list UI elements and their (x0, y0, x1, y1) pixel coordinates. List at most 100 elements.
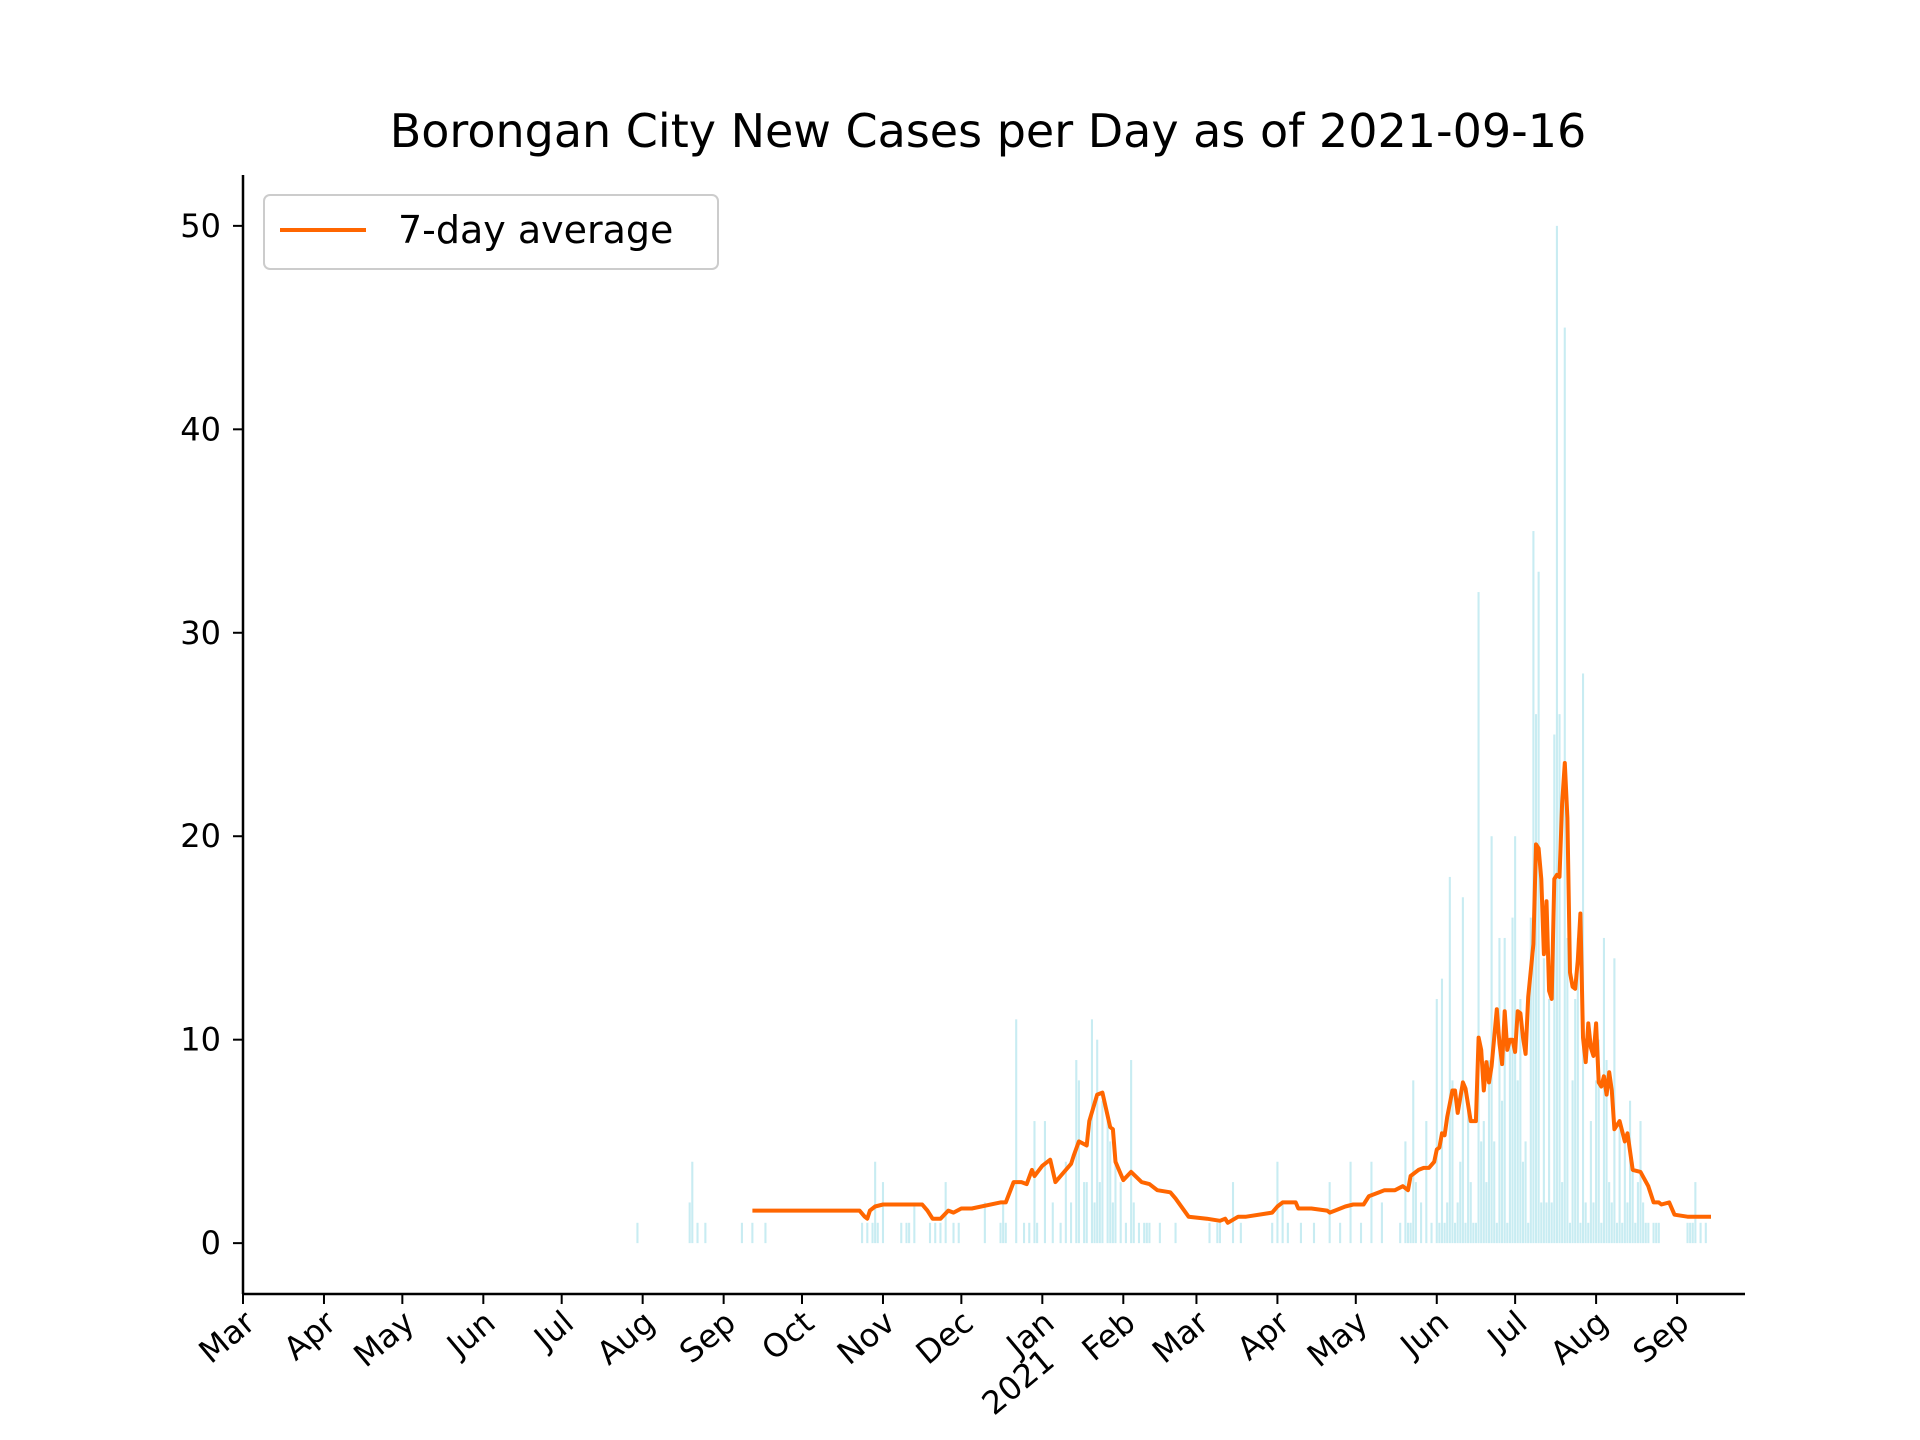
x-tick-label: Jun (438, 1303, 502, 1366)
x-tick-label: Apr (276, 1302, 343, 1367)
daily-bar (1130, 1060, 1133, 1244)
daily-bar (1281, 1202, 1284, 1244)
daily-bar (1553, 734, 1556, 1244)
daily-bar (1574, 998, 1577, 1244)
daily-bar (1490, 836, 1493, 1244)
daily-bar (696, 1222, 699, 1244)
daily-bar (908, 1222, 911, 1244)
daily-bar (1686, 1222, 1689, 1244)
daily-bar (1469, 1182, 1472, 1244)
daily-bar (983, 1202, 986, 1244)
x-tick-label: Sep (1626, 1303, 1697, 1371)
daily-bar (1579, 1222, 1582, 1244)
daily-bar (1015, 1019, 1018, 1244)
x-tick-label: May (346, 1303, 421, 1375)
daily-bar (1527, 1222, 1530, 1244)
daily-bar (1023, 1222, 1026, 1244)
daily-bar (1642, 1202, 1645, 1244)
daily-bar (1406, 1222, 1410, 1244)
daily-bar (1359, 1222, 1363, 1244)
daily-bar (1312, 1222, 1316, 1244)
daily-bar (1111, 1202, 1114, 1244)
daily-bar (1600, 1222, 1603, 1244)
daily-bar (876, 1222, 879, 1244)
x-tick-label: Dec (909, 1303, 981, 1372)
daily-bar (1618, 1121, 1621, 1244)
daily-bar (1629, 1100, 1632, 1244)
daily-bar (928, 1222, 932, 1244)
daily-bar (861, 1222, 864, 1244)
daily-bar (1090, 1019, 1093, 1244)
daily-bar (1550, 1202, 1553, 1244)
daily-bar (1482, 1121, 1485, 1244)
daily-bar (764, 1222, 767, 1244)
y-tick-label: 30 (180, 614, 221, 652)
x-tick-label: Aug (1543, 1303, 1615, 1372)
daily-bar (1409, 1222, 1412, 1244)
daily-bar (1286, 1222, 1289, 1244)
daily-bar (1597, 1039, 1600, 1244)
daily-bar (1106, 1121, 1109, 1244)
daily-bar (1561, 1182, 1564, 1244)
x-tick-label: Sep (672, 1303, 743, 1371)
daily-bar (1521, 1161, 1525, 1244)
daily-bar (1636, 1182, 1639, 1244)
daily-bar (1349, 1161, 1352, 1244)
daily-bar (1456, 1202, 1459, 1244)
daily-bar (1558, 714, 1561, 1244)
daily-bar (1430, 1222, 1433, 1244)
daily-bar (1595, 1080, 1598, 1244)
daily-bar (1615, 1222, 1619, 1244)
daily-bar (1576, 937, 1579, 1244)
daily-bar (1631, 1161, 1634, 1244)
daily-bar (1451, 1080, 1454, 1244)
daily-bar (1370, 1161, 1373, 1244)
daily-bar (1467, 1100, 1470, 1244)
x-tick-label: Oct (754, 1303, 821, 1368)
x-tick-label: Nov (830, 1303, 902, 1372)
daily-bar (1480, 1141, 1483, 1244)
daily-bar (1472, 1222, 1475, 1244)
daily-bar (1399, 1222, 1402, 1244)
y-tick-label: 40 (180, 410, 221, 448)
daily-bar (1148, 1222, 1151, 1244)
daily-bar (1498, 937, 1501, 1244)
daily-bar (1059, 1222, 1062, 1244)
daily-bar (1132, 1202, 1135, 1244)
y-tick-label: 10 (180, 1021, 221, 1059)
daily-bar (1051, 1202, 1054, 1244)
daily-bar (1634, 1222, 1637, 1244)
daily-bar (1508, 1039, 1511, 1244)
daily-bar (1548, 998, 1551, 1244)
daily-bar (1143, 1222, 1146, 1244)
daily-bar (1114, 1161, 1117, 1244)
daily-bar (1534, 714, 1538, 1244)
daily-bar (1443, 1222, 1446, 1244)
daily-bar (1689, 1222, 1692, 1244)
daily-bar (1568, 1222, 1572, 1244)
daily-bar (1077, 1080, 1080, 1244)
daily-bar (1529, 917, 1532, 1244)
x-tick-label: Apr (1230, 1302, 1297, 1367)
daily-bar (1524, 1141, 1527, 1244)
daily-bar (1584, 1202, 1587, 1244)
daily-bar (1589, 1121, 1592, 1244)
daily-case-bars (636, 225, 1707, 1244)
daily-bar (1699, 1222, 1702, 1244)
daily-bar (1647, 1222, 1650, 1244)
daily-bar (1493, 1141, 1496, 1244)
daily-bar (1276, 1161, 1279, 1244)
daily-bar (957, 1222, 960, 1244)
daily-bar (1592, 1202, 1595, 1244)
daily-bar (905, 1222, 908, 1244)
daily-bar (1542, 958, 1545, 1244)
legend-box (263, 194, 719, 270)
daily-bar (934, 1222, 937, 1244)
daily-bar (1412, 1080, 1415, 1244)
daily-bar (1446, 1202, 1449, 1244)
daily-bar (881, 1182, 885, 1244)
daily-bar (1036, 1222, 1039, 1244)
daily-bar (1657, 1222, 1660, 1244)
daily-bar (1454, 1222, 1457, 1244)
daily-bar (1420, 1202, 1423, 1244)
